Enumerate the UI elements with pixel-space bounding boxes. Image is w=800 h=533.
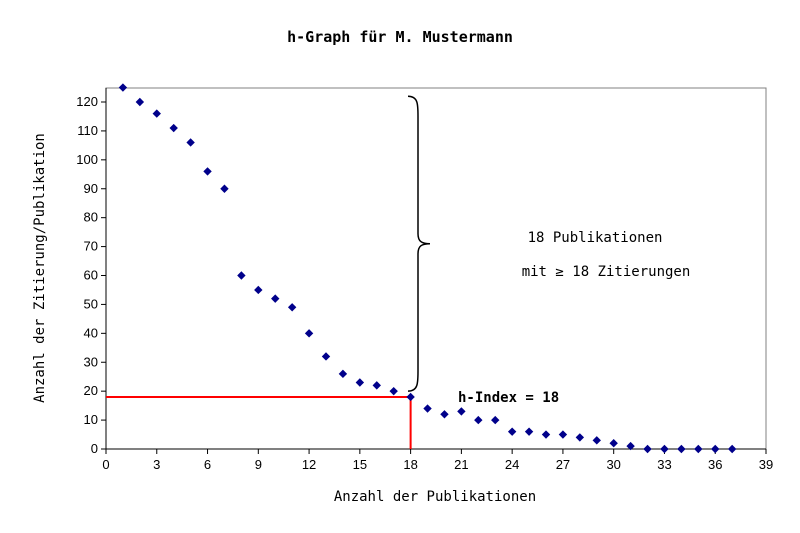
data-point bbox=[321, 352, 331, 361]
data-point bbox=[152, 109, 161, 118]
data-points bbox=[118, 83, 737, 454]
data-point bbox=[220, 184, 229, 193]
data-point bbox=[203, 167, 212, 176]
x-tick-label: 3 bbox=[153, 457, 160, 472]
x-tick-label: 39 bbox=[759, 457, 773, 472]
data-point bbox=[457, 407, 466, 416]
data-point bbox=[338, 369, 348, 379]
x-tick-label: 30 bbox=[606, 457, 620, 472]
y-tick-label: 120 bbox=[76, 94, 98, 109]
data-point bbox=[541, 430, 551, 439]
x-tick-label: 9 bbox=[255, 457, 262, 472]
y-tick-label: 60 bbox=[84, 268, 98, 283]
data-point bbox=[558, 430, 568, 439]
y-tick-label: 90 bbox=[84, 181, 98, 196]
data-point bbox=[237, 271, 246, 280]
brace-annotation bbox=[407, 95, 431, 392]
data-point bbox=[694, 444, 703, 454]
data-point bbox=[474, 415, 483, 425]
y-tick-label: 100 bbox=[76, 152, 98, 167]
y-tick-label: 110 bbox=[77, 123, 98, 138]
brace-label-line1: 18 Publikationen bbox=[528, 230, 663, 246]
y-tick-label: 10 bbox=[84, 412, 98, 427]
y-tick-label: 70 bbox=[84, 239, 98, 254]
h-index-lines bbox=[106, 395, 412, 449]
y-tick-label: 80 bbox=[84, 210, 98, 225]
data-point bbox=[711, 444, 720, 454]
data-point bbox=[643, 444, 652, 454]
data-point bbox=[355, 378, 365, 387]
data-point bbox=[423, 404, 432, 413]
data-point bbox=[118, 83, 128, 92]
y-tick-label: 20 bbox=[84, 383, 98, 398]
chart-title: h-Graph für M. Mustermann bbox=[287, 28, 513, 46]
x-tick-label: 12 bbox=[302, 457, 316, 472]
data-point bbox=[660, 444, 669, 454]
data-point bbox=[254, 285, 263, 295]
x-axis-label: Anzahl der Publikationen bbox=[334, 489, 536, 505]
data-point bbox=[609, 439, 618, 448]
x-tick-label: 27 bbox=[556, 457, 570, 472]
y-tick-label: 40 bbox=[84, 325, 98, 340]
data-point bbox=[507, 427, 517, 436]
data-point bbox=[186, 138, 195, 147]
data-point bbox=[389, 386, 398, 396]
x-tick-label: 0 bbox=[102, 457, 109, 472]
x-axis: 0 3 6 9 12 15 18 21 24 27 30 33 36 39 bbox=[102, 448, 773, 472]
x-tick-label: 6 bbox=[204, 457, 211, 472]
data-point bbox=[677, 444, 686, 454]
x-tick-label: 18 bbox=[403, 457, 417, 472]
data-point bbox=[135, 97, 145, 107]
data-point bbox=[271, 294, 280, 303]
x-tick-label: 33 bbox=[657, 457, 671, 472]
brace-label-line2: mit ≥ 18 Zitierungen bbox=[522, 264, 691, 280]
data-point bbox=[727, 444, 737, 454]
y-tick-label: 0 bbox=[91, 441, 98, 456]
data-point bbox=[169, 123, 178, 133]
h-index-label: h-Index = 18 bbox=[458, 390, 559, 406]
data-point bbox=[524, 427, 534, 436]
y-axis: 0 10 20 30 40 50 60 70 80 90 100 110 120 bbox=[76, 88, 107, 456]
data-point bbox=[626, 441, 635, 451]
x-tick-label: 24 bbox=[505, 457, 519, 472]
y-tick-label: 30 bbox=[84, 354, 98, 369]
x-tick-label: 15 bbox=[353, 457, 367, 472]
data-point bbox=[372, 381, 381, 390]
y-axis-label: Anzahl der Zitierung/Publikation bbox=[32, 133, 48, 403]
y-tick-label: 50 bbox=[84, 296, 98, 311]
x-tick-label: 21 bbox=[454, 457, 468, 472]
x-tick-label: 36 bbox=[708, 457, 722, 472]
data-point bbox=[406, 392, 415, 402]
data-point bbox=[592, 436, 601, 445]
data-point bbox=[440, 410, 449, 419]
data-point bbox=[287, 303, 297, 312]
data-point bbox=[491, 415, 500, 425]
data-point bbox=[304, 329, 314, 338]
data-point bbox=[575, 433, 585, 442]
